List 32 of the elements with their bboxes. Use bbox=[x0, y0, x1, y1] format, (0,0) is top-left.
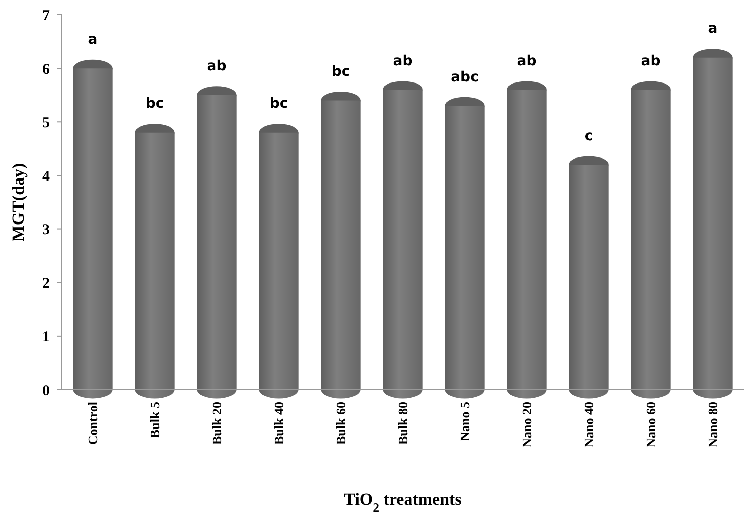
x-tick-label: Nano 20 bbox=[520, 402, 535, 448]
annotation: bc bbox=[146, 96, 164, 112]
y-tick-label: 7 bbox=[42, 8, 50, 24]
annotation: bc bbox=[270, 96, 288, 112]
x-tick-label: Control bbox=[86, 402, 101, 446]
x-tick-label: Bulk 5 bbox=[148, 402, 163, 438]
annotation: c bbox=[584, 128, 594, 144]
annotation: ab bbox=[517, 53, 537, 70]
annotation: a bbox=[708, 21, 718, 38]
y-tick-label: 6 bbox=[42, 62, 50, 78]
x-axis-title: TiO$_{2}$ treatments bbox=[344, 490, 462, 515]
y-tick-label: 1 bbox=[42, 330, 50, 346]
y-tick-label: 2 bbox=[42, 276, 50, 292]
annotation: ab bbox=[207, 58, 227, 75]
annotation: ab bbox=[393, 53, 413, 70]
y-tick-label: 3 bbox=[42, 222, 50, 239]
x-tick-label: Nano 5 bbox=[458, 402, 473, 442]
x-tick-label: Bulk 20 bbox=[210, 402, 225, 445]
y-axis-title: MGT(day) bbox=[9, 163, 28, 242]
x-tick-label: Nano 80 bbox=[706, 402, 721, 448]
annotation: abc bbox=[451, 69, 479, 86]
annotation: a bbox=[88, 32, 98, 48]
annotation: ab bbox=[641, 53, 661, 70]
annotation: bc bbox=[332, 64, 350, 80]
x-tick-label: Nano 60 bbox=[644, 402, 659, 448]
x-tick-label: Bulk 80 bbox=[396, 402, 411, 445]
y-tick-label: 4 bbox=[42, 168, 50, 185]
x-tick-label: Bulk 60 bbox=[334, 402, 349, 445]
y-tick-label: 5 bbox=[42, 115, 50, 132]
x-tick-label: Nano 40 bbox=[582, 402, 597, 448]
y-tick-label: 0 bbox=[42, 383, 50, 400]
x-tick-label: Bulk 40 bbox=[272, 402, 287, 445]
